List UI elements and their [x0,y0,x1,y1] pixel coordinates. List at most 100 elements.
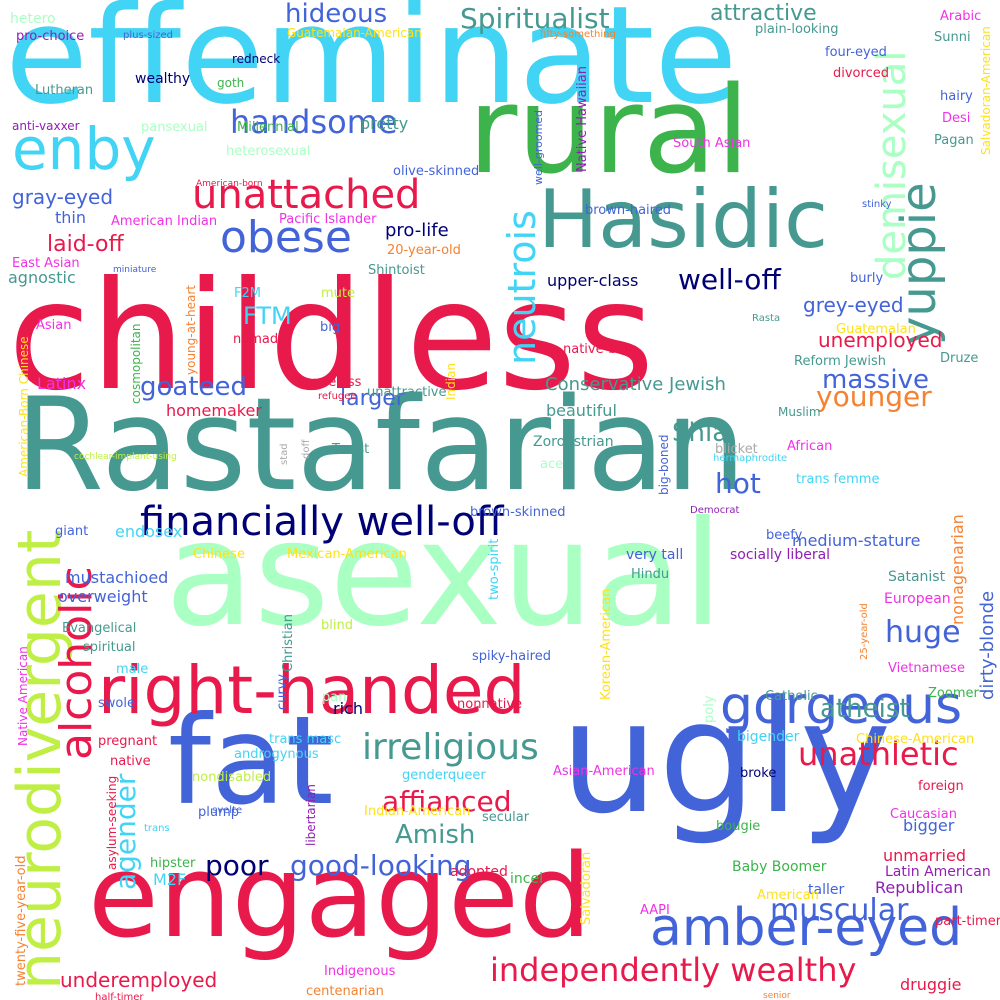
word-hetero: hetero [10,11,56,27]
word-blicket: blicket [715,442,758,457]
word-childless: childless [8,250,655,424]
word-dirty-blonde: dirty-blonde [977,590,998,700]
word-foreign: foreign [918,779,964,794]
word-pro-life: pro-life [385,220,449,241]
word-redneck: redneck [232,52,281,66]
word-endosex: endosex [115,522,183,541]
word-miniature: miniature [113,265,157,275]
word-aapi: AAPI [640,903,670,918]
word-nonnative: nonnative [457,697,523,712]
word-nondisabled: nondisabled [192,770,272,785]
word-effeminate: effeminate [5,0,738,134]
word-mute: mute [321,286,355,301]
word-enby: enby [12,115,156,183]
word-baby-boomer: Baby Boomer [732,859,827,875]
word-beefy: beefy [766,528,803,543]
word-neutrois: neutrois [500,210,544,365]
word-rural: rural [468,62,750,201]
word-taoist: Taoist [332,442,370,457]
word-american: American [757,888,819,903]
word-salvadoran: Salvadoran [579,851,594,925]
word-big-boned: big-boned [657,434,671,495]
word-burly: burly [850,271,884,286]
word-mustachioed: mustachioed [65,568,169,587]
word-unmarried: unmarried [883,846,966,865]
word-catholic: Catholic [765,689,818,704]
word-native: native [110,754,151,769]
word-gray-eyed: gray-eyed [12,185,114,209]
word-indian-american: Indian-American [364,804,471,819]
word-divorced: divorced [833,66,889,81]
word-brown-haired: brown-haired [585,203,671,218]
word-senior: senior [763,991,791,1000]
word-younger: younger [816,380,932,413]
word-pro-choice: pro-choice [16,29,85,44]
word-brown-skinned: brown-skinned [470,505,566,520]
word-androgynous: androgynous [234,747,319,762]
word-libertarian: libertarian [304,784,318,846]
word-goth: goth [217,76,245,90]
word-sunni: Sunni [934,30,971,45]
word-fat: fat [168,690,334,832]
word-druze: Druze [940,351,979,366]
word-rastafarian: Rastafarian [15,371,747,520]
word-pacific-islander: Pacific Islander [279,212,377,227]
word-heterosexual: heterosexual [226,144,311,159]
word-shia: Shia [672,418,729,448]
word-nonagenarian: nonagenarian [948,514,967,625]
word-part-timer: part-timer [935,914,1000,929]
word-bigender: bigender [737,729,800,745]
word-nomadic: nomadic [233,332,289,347]
word-irreligious: irreligious [362,727,539,768]
word-fifty-something: fifty-something [540,29,616,40]
word-bougie: bougie [716,819,761,834]
word-obese: obese [220,212,352,263]
word-spiky-haired: spiky-haired [472,649,551,664]
word-wealthy: wealthy [135,71,191,87]
word-big: big [320,320,341,335]
word-underemployed: underemployed [60,968,218,992]
word-m2f: M2F [153,870,187,889]
word-socially-liberal: socially liberal [730,547,831,563]
word-unathletic: unathletic [798,735,959,773]
word-plump: plump [198,805,240,820]
word-asylum-seeking: asylum-seeking [105,775,119,870]
word-olive-skinned: olive-skinned [393,164,480,179]
word-muscular: muscular [770,893,909,928]
word-very-tall: very tall [626,547,684,563]
word-incel: incel [510,871,543,887]
word-financially-well-off: financially well-off [140,499,504,545]
word-chinese: Chinese [193,547,245,562]
word-poor: poor [205,849,269,882]
word-centenarian: centenarian [306,984,384,999]
word-lutheran: Lutheran [35,83,94,98]
word-arabic: Arabic [940,9,982,24]
word-pagan: Pagan [934,133,974,148]
word-african: African [787,439,833,454]
word-indian: Indian [444,362,458,400]
word-trans: trans [144,823,170,834]
word-larger: larger [340,386,405,411]
word-stad: stad [279,443,290,465]
word-native-hawaiian: Native Hawaiian [575,66,590,172]
word-houseless: houseless [297,375,362,390]
word-overweight: overweight [58,587,148,606]
word-well-groomed: well-groomed [532,109,545,185]
word-salvadoran-american: Salvadoran-American [979,26,993,155]
word-curvy: curvy [275,673,290,710]
word-democrat: Democrat [690,505,740,516]
word-secular: secular [482,810,530,825]
word-amish: Amish [395,820,476,850]
word-south-asian: South Asian [673,136,751,151]
word-east-asian: East Asian [12,256,80,271]
word-muslim: Muslim [778,405,821,419]
word-refugee: refugee [318,391,357,402]
word-genderqueer: genderqueer [402,768,486,783]
word-right-handed: right-handed [98,652,526,729]
word-european: European [884,591,951,607]
word-anti-vaxxer: anti-vaxxer [12,119,80,133]
word-grey-eyed: grey-eyed [803,293,904,317]
word-upper-class: upper-class [547,271,639,290]
word-good-looking: good-looking [290,849,472,882]
